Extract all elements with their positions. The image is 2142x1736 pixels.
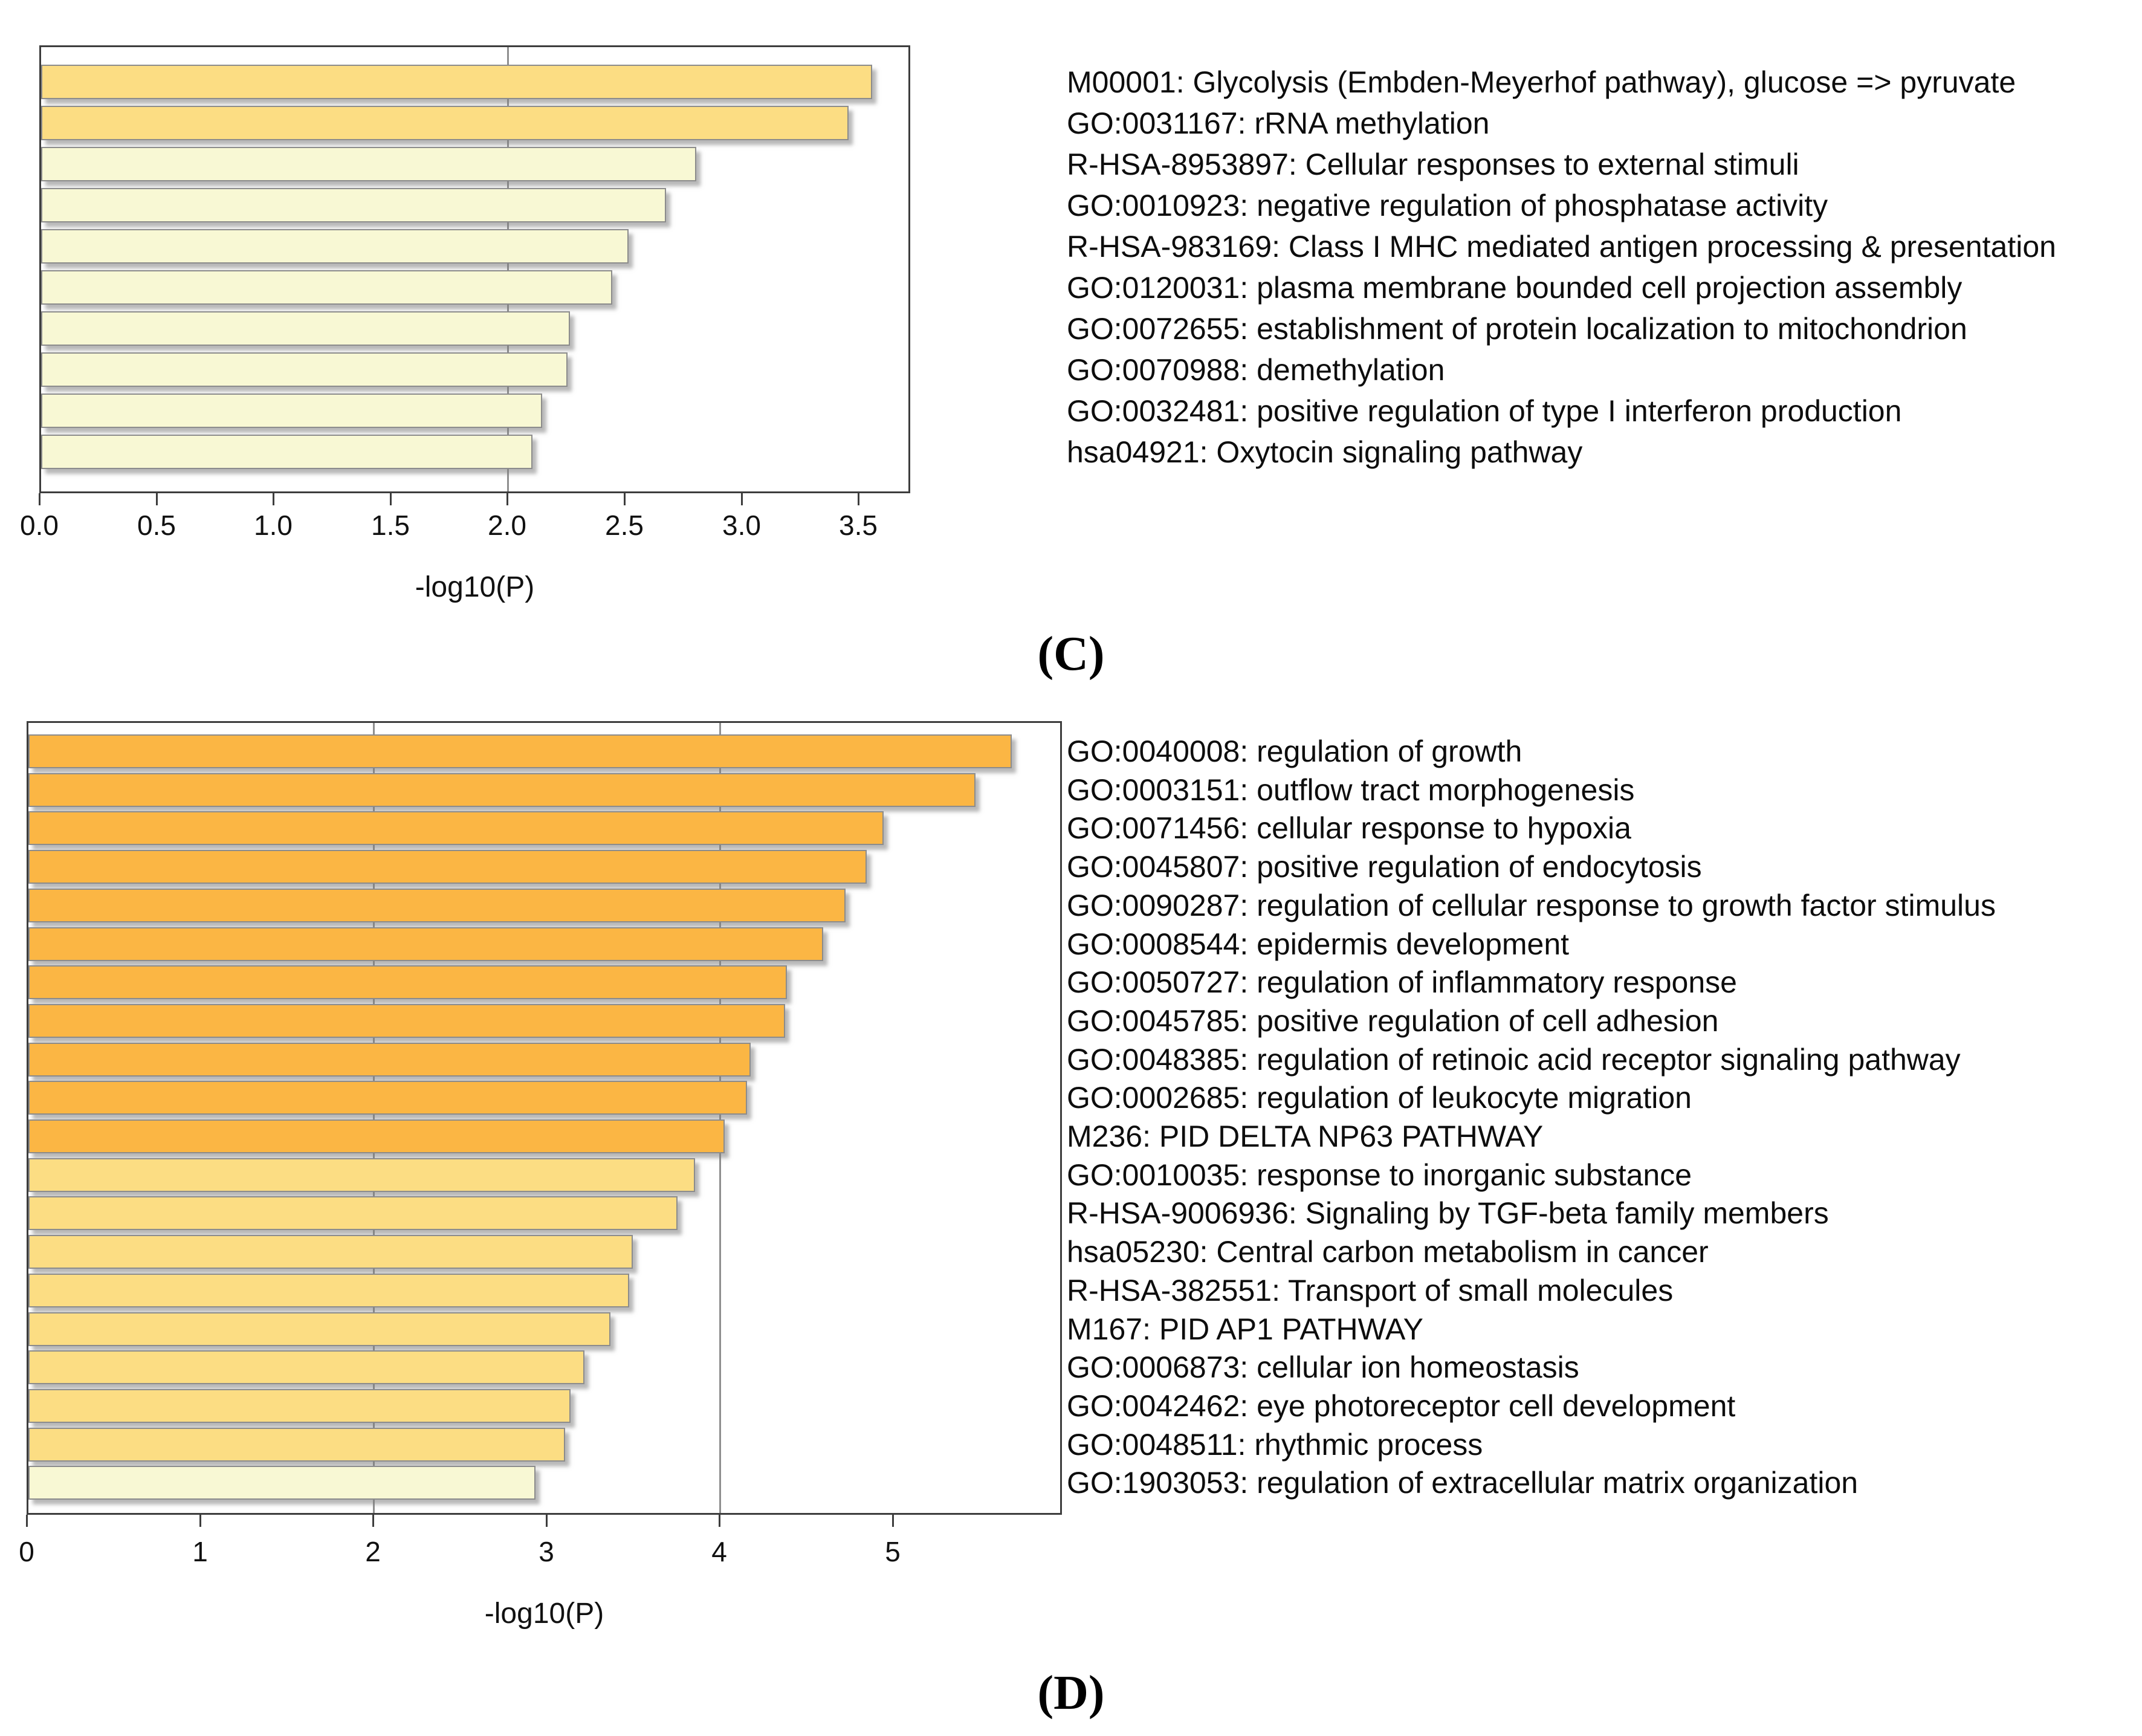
bar xyxy=(28,850,867,884)
x-axis-tick xyxy=(26,1515,28,1527)
bar-label: GO:0072655: establishment of protein loc… xyxy=(1067,311,1967,346)
bar-label: GO:0048385: regulation of retinoic acid … xyxy=(1067,1043,1961,1077)
bar xyxy=(41,352,568,387)
bar xyxy=(28,1119,725,1153)
bar xyxy=(28,773,976,807)
bar xyxy=(41,311,570,346)
bar-label: hsa04921: Oxytocin signaling pathway xyxy=(1067,435,1583,469)
x-axis-tick-label: 2.0 xyxy=(488,510,526,541)
x-axis-tick xyxy=(372,1515,374,1527)
bar xyxy=(41,106,849,140)
x-axis-tick-label: 1.0 xyxy=(254,510,293,541)
bar-label: GO:0010035: response to inorganic substa… xyxy=(1067,1158,1692,1192)
x-axis-tick-label: 5 xyxy=(885,1536,901,1567)
bar-label: GO:0010923: negative regulation of phosp… xyxy=(1067,188,1828,222)
x-axis-tick-label: 2.5 xyxy=(605,510,644,541)
bar xyxy=(28,1428,565,1462)
bar xyxy=(28,889,846,922)
bar-label: GO:0070988: demethylation xyxy=(1067,352,1445,387)
x-axis-tick-label: 3 xyxy=(539,1536,554,1567)
bar-label: GO:0071456: cellular response to hypoxia xyxy=(1067,811,1631,845)
gridline xyxy=(719,723,721,1513)
bar xyxy=(28,1466,536,1500)
bar xyxy=(28,1158,695,1192)
x-axis-tick xyxy=(719,1515,720,1527)
bar-label: GO:0002685: regulation of leukocyte migr… xyxy=(1067,1081,1692,1115)
x-axis-tick xyxy=(506,493,508,505)
bar-label: M167: PID AP1 PATHWAY xyxy=(1067,1312,1423,1346)
bar xyxy=(28,1081,747,1115)
bar-label: R-HSA-983169: Class I MHC mediated antig… xyxy=(1067,229,2056,264)
bar xyxy=(28,965,787,999)
x-axis-tick-label: 0.5 xyxy=(137,510,176,541)
bar xyxy=(41,435,532,469)
bar xyxy=(28,1004,785,1038)
x-axis-tick-label: 1 xyxy=(192,1536,208,1567)
bar xyxy=(28,1274,629,1307)
x-axis-tick xyxy=(624,493,626,505)
x-axis-tick xyxy=(892,1515,894,1527)
x-axis-tick-label: 0.0 xyxy=(20,510,59,541)
x-axis-tick xyxy=(156,493,158,505)
bar-label: GO:0040008: regulation of growth xyxy=(1067,734,1522,768)
bar xyxy=(28,1043,751,1077)
panel-c-caption: (C) xyxy=(1037,627,1105,681)
bar-label: GO:0008544: epidermis development xyxy=(1067,927,1570,961)
panel-d-caption: (D) xyxy=(1037,1666,1105,1720)
bar-label: GO:0120031: plasma membrane bounded cell… xyxy=(1067,270,1962,305)
bar-label: M00001: Glycolysis (Embden-Meyerhof path… xyxy=(1067,65,2016,99)
x-axis-tick-label: 0 xyxy=(19,1536,34,1567)
bar xyxy=(41,188,666,222)
bar-label: GO:0006873: cellular ion homeostasis xyxy=(1067,1350,1579,1384)
x-axis-tick xyxy=(390,493,392,505)
x-axis-tick xyxy=(273,493,274,505)
bar-label: GO:0031167: rRNA methylation xyxy=(1067,106,1490,140)
bar-label: hsa05230: Central carbon metabolism in c… xyxy=(1067,1235,1709,1269)
bar-label: M236: PID DELTA NP63 PATHWAY xyxy=(1067,1119,1544,1153)
bar xyxy=(28,811,884,845)
gridline xyxy=(507,47,509,491)
bar-label: GO:0048511: rhythmic process xyxy=(1067,1428,1483,1462)
bar-label: GO:0050727: regulation of inflammatory r… xyxy=(1067,965,1737,999)
gridline xyxy=(373,723,375,1513)
bar xyxy=(28,1235,633,1269)
bar-label: GO:0045785: positive regulation of cell … xyxy=(1067,1004,1719,1038)
bar xyxy=(28,927,823,961)
x-axis-tick-label: 1.5 xyxy=(371,510,410,541)
x-axis-tick xyxy=(741,493,743,505)
bar-label: GO:0042462: eye photoreceptor cell devel… xyxy=(1067,1389,1736,1423)
bar xyxy=(28,1196,678,1230)
x-axis-tick xyxy=(39,493,40,505)
bar-label: R-HSA-382551: Transport of small molecul… xyxy=(1067,1274,1674,1307)
bar xyxy=(28,1350,584,1384)
bar-label: GO:1903053: regulation of extracellular … xyxy=(1067,1466,1859,1500)
x-axis-tick-label: 2 xyxy=(365,1536,381,1567)
x-axis-tick xyxy=(199,1515,201,1527)
bar xyxy=(28,1389,571,1423)
bar-label: GO:0032481: positive regulation of type … xyxy=(1067,394,1902,428)
bar xyxy=(41,394,542,428)
x-axis-title: -log10(P) xyxy=(415,571,535,603)
x-axis-title: -log10(P) xyxy=(484,1598,604,1630)
bar xyxy=(28,734,1012,768)
bar xyxy=(41,65,872,99)
x-axis-tick xyxy=(858,493,859,505)
x-axis-tick-label: 3.0 xyxy=(722,510,761,541)
bar-label: R-HSA-8953897: Cellular responses to ext… xyxy=(1067,147,1799,181)
bar xyxy=(41,147,696,181)
bar-label: GO:0090287: regulation of cellular respo… xyxy=(1067,889,1996,922)
bar xyxy=(28,1312,610,1346)
x-axis-tick-label: 4 xyxy=(711,1536,727,1567)
x-axis-tick-label: 3.5 xyxy=(839,510,878,541)
bar-label: GO:0045807: positive regulation of endoc… xyxy=(1067,850,1702,884)
bar xyxy=(41,229,629,264)
bar-label: GO:0003151: outflow tract morphogenesis xyxy=(1067,773,1635,807)
x-axis-tick xyxy=(546,1515,548,1527)
bar xyxy=(41,270,612,305)
bar-label: R-HSA-9006936: Signaling by TGF-beta fam… xyxy=(1067,1196,1829,1230)
